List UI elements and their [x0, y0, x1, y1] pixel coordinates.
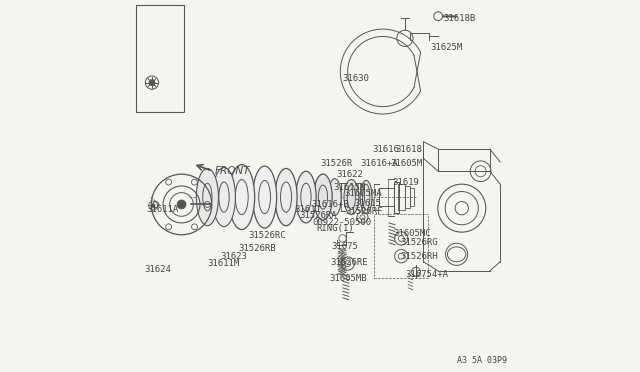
Ellipse shape — [229, 164, 255, 230]
Circle shape — [151, 204, 155, 208]
Text: 31605M: 31605M — [390, 159, 422, 169]
Text: 31611A: 31611A — [147, 205, 179, 215]
Bar — [410, 188, 414, 206]
Ellipse shape — [212, 167, 236, 227]
Bar — [397, 184, 405, 210]
Circle shape — [177, 200, 186, 209]
Text: 31624: 31624 — [145, 264, 172, 273]
Text: 31630: 31630 — [342, 74, 369, 83]
Text: 31616+B: 31616+B — [311, 200, 349, 209]
Ellipse shape — [196, 169, 218, 226]
Ellipse shape — [360, 180, 372, 214]
Text: A3 5A 03P9: A3 5A 03P9 — [456, 356, 507, 365]
Text: 31618B: 31618B — [444, 13, 476, 22]
Text: 31605MA: 31605MA — [344, 189, 381, 198]
Text: 31526R: 31526R — [320, 159, 352, 169]
Ellipse shape — [296, 171, 316, 223]
Text: FRONT: FRONT — [215, 166, 250, 176]
Circle shape — [149, 80, 155, 86]
Text: 31675: 31675 — [331, 243, 358, 251]
Text: 31611M: 31611M — [207, 259, 239, 268]
Text: 31526RE: 31526RE — [330, 258, 367, 267]
Text: 31611: 31611 — [294, 205, 321, 214]
Text: 316754+A: 316754+A — [405, 270, 448, 279]
Ellipse shape — [328, 179, 341, 215]
Text: 31618: 31618 — [396, 145, 422, 154]
Text: 31615M: 31615M — [333, 183, 365, 192]
Text: 31526RC: 31526RC — [248, 231, 285, 240]
Bar — [405, 186, 410, 208]
Bar — [136, 5, 184, 112]
Text: 00922-50500: 00922-50500 — [312, 218, 371, 227]
Text: RING(1): RING(1) — [316, 224, 354, 233]
Text: 31526RB: 31526RB — [239, 244, 276, 253]
Text: 31616+A: 31616+A — [360, 159, 398, 169]
Text: 31615: 31615 — [355, 199, 381, 208]
Text: 31623: 31623 — [220, 251, 247, 261]
Text: 31605MC: 31605MC — [394, 230, 431, 238]
Text: 31526RA: 31526RA — [300, 211, 337, 220]
Text: 31619: 31619 — [392, 178, 419, 187]
Text: 31622: 31622 — [337, 170, 364, 179]
Bar — [379, 188, 394, 206]
Text: 31526RH: 31526RH — [401, 252, 438, 262]
Ellipse shape — [253, 166, 276, 228]
Ellipse shape — [344, 180, 359, 215]
Ellipse shape — [275, 169, 297, 226]
Text: 31625M: 31625M — [431, 43, 463, 52]
Ellipse shape — [314, 174, 332, 220]
Text: 31616: 31616 — [372, 145, 399, 154]
Bar — [374, 214, 428, 278]
Text: 31526RG: 31526RG — [401, 238, 438, 247]
Bar — [394, 182, 399, 212]
Text: 31526RF: 31526RF — [346, 206, 383, 216]
Text: 31605MB: 31605MB — [329, 274, 367, 283]
